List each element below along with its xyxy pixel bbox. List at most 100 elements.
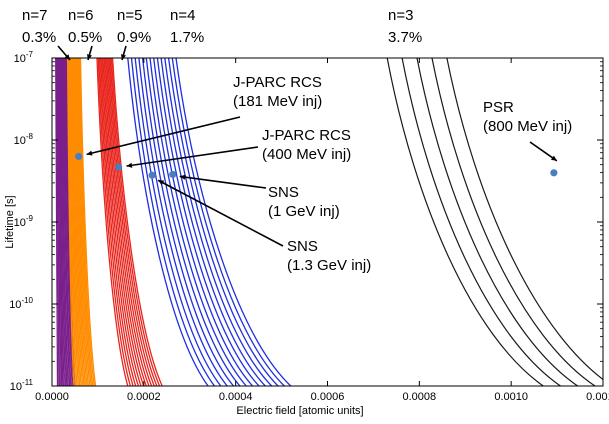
data-point-4: [148, 171, 156, 179]
x-tick-label: 0.0004: [219, 391, 253, 403]
curve-n3-4: [431, 58, 596, 386]
curve-n7-12: [64, 58, 73, 386]
curve-n5-14: [111, 58, 163, 386]
arrow-sns13-head: [158, 180, 165, 186]
data-point-5: [550, 169, 558, 177]
curve-n4-7: [149, 58, 247, 386]
curve-n3-1: [386, 58, 544, 386]
data-point-1: [75, 152, 83, 160]
curve-n5-10: [107, 58, 153, 386]
curve-n7-1: [55, 58, 59, 386]
band-percent-n5: 0.9%: [117, 29, 151, 46]
curve-n4-8: [153, 58, 254, 386]
arrow-jparc181-head: [86, 150, 93, 156]
curve-n7-3: [56, 58, 61, 386]
arrow-psr: [529, 141, 558, 162]
annotation-sns1-line1: SNS: [268, 184, 299, 201]
annotation-sns1: SNS (1 GeV inj): [268, 184, 340, 220]
curve-n4-12: [167, 58, 279, 386]
curve-n7-5: [58, 58, 64, 386]
annotation-jparc400-line2: (400 MeV inj): [262, 146, 351, 163]
annotation-arrows: [57, 45, 558, 247]
curve-n6-6: [71, 58, 82, 386]
curve-n4-3: [134, 58, 222, 386]
curve-n5-1: [96, 58, 129, 386]
curve-n4-9: [156, 58, 260, 386]
curve-n7-11: [63, 58, 72, 386]
band-label-n5: n=5: [117, 7, 142, 24]
curve-n5-7: [103, 58, 145, 386]
n5-pointer-arrow-head: [120, 54, 126, 60]
y-tick-label: 10-8: [14, 132, 34, 147]
arrow-psr-head: [550, 155, 557, 161]
arrow-jparc181: [86, 116, 241, 156]
data-point-2: [114, 163, 123, 171]
band-label-n3: n=3: [388, 7, 413, 24]
curve-n6-15: [78, 58, 95, 386]
x-tick-label: 0.0008: [403, 391, 437, 403]
band-percent-n4: 1.7%: [170, 29, 204, 46]
curve-n7-10: [62, 58, 71, 386]
n7-pointer-arrow-head: [64, 54, 70, 60]
band-labels: n=7 0.3% n=6 0.5% n=5 0.9% n=4 1.7% n=3 3.7%: [22, 7, 422, 46]
annotation-sns13-line1: SNS: [287, 238, 318, 255]
curve-n5-13: [110, 58, 161, 386]
band-percent-n6: 0.5%: [68, 29, 102, 46]
x-tick-label: 0.0002: [127, 391, 161, 403]
curve-n4-10: [160, 58, 266, 386]
annotation-sns13-line2: (1.3 GeV inj): [287, 257, 371, 274]
curve-n6-9: [73, 58, 87, 386]
curve-n3-2: [401, 58, 561, 386]
curve-n5-4: [99, 58, 137, 386]
y-tick-label: 10-11: [10, 378, 34, 393]
curve-n6-4: [69, 58, 80, 386]
band-percent-n3: 3.7%: [388, 29, 422, 46]
annotation-psr: PSR (800 MeV inj): [483, 99, 572, 135]
curve-n4-14: [175, 58, 292, 386]
curve-n5-5: [101, 58, 140, 386]
annotation-jparc181: J-PARC RCS (181 MeV inj): [233, 74, 326, 110]
curve-n5-11: [108, 58, 155, 386]
band-label-n6: n=6: [68, 7, 93, 24]
n6-pointer-arrow-head: [86, 54, 92, 60]
curve-n4-5: [141, 58, 235, 386]
curve-n7-7: [60, 58, 67, 386]
x-tick-label: 0.0012: [586, 391, 609, 403]
curve-n4-4: [138, 58, 228, 386]
curve-n7-9: [61, 58, 69, 386]
x-axis-title: Electric field [atomic units]: [236, 405, 363, 417]
curve-n6-3: [68, 58, 78, 386]
y-tick-label: 10-7: [14, 50, 34, 65]
y-tick-label: 10-9: [14, 214, 34, 229]
data-points: [75, 152, 558, 179]
x-tick-label: 0.0000: [35, 391, 69, 403]
curve-n6-10: [74, 58, 88, 386]
plot-frame: [51, 57, 604, 387]
curve-n6-13: [77, 58, 92, 386]
curve-n4-2: [130, 58, 216, 386]
y-axis-title: Lifetime [s]: [4, 195, 16, 248]
curve-n4-13: [171, 58, 285, 386]
curve-n3-5: [446, 58, 603, 381]
curve-n6-1: [66, 58, 75, 386]
annotation-jparc181-line2: (181 MeV inj): [233, 93, 322, 110]
curve-n5-2: [97, 58, 132, 386]
curve-n6-11: [75, 58, 90, 386]
curve-n5-3: [98, 58, 134, 386]
curve-n7-6: [59, 58, 65, 386]
arrow-sns1: [179, 175, 267, 189]
annotation-jparc181-line1: J-PARC RCS: [233, 74, 322, 91]
arrow-jparc400-head: [126, 162, 133, 168]
curve-n6-5: [70, 58, 81, 386]
band-percent-n7: 0.3%: [22, 29, 56, 46]
arrow-sns1-head: [179, 174, 186, 180]
curve-n6-7: [72, 58, 84, 386]
annotation-sns1-line2: (1 GeV inj): [268, 203, 340, 220]
curve-n4-11: [164, 58, 273, 386]
curve-n6-16: [79, 58, 97, 386]
curve-n6-12: [76, 58, 91, 386]
curve-n6-2: [67, 58, 77, 386]
annotation-sns13: SNS (1.3 GeV inj): [287, 238, 371, 274]
curve-n5-8: [104, 58, 147, 386]
arrow-sns13: [157, 179, 284, 247]
